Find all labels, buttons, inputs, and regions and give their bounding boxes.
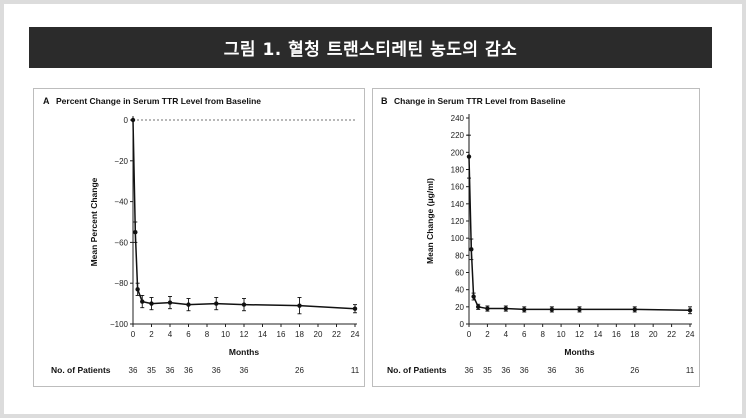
panel-b-x-tick-label: 14 [593,330,602,339]
panel-a-y-tick-label: 0 [124,116,129,125]
panel-b-data-point [503,306,509,311]
panel-b-patients-count: 35 [483,366,492,375]
panel-b-x-tick-label: 10 [557,330,566,339]
panel-a-series-line [132,119,356,310]
panel-b-patients-count: 11 [686,366,695,375]
panel-b-letter: B [381,96,388,106]
panel-b-patients-count: 36 [520,366,529,375]
panel-b-title: Change in Serum TTR Level from Baseline [394,96,566,106]
panel-a-y-tick-label: −80 [114,279,128,288]
panel-a-patients-count: 36 [212,366,221,375]
panel-a-x-tick-label: 18 [295,330,304,339]
panel-b-x-tick-label: 20 [649,330,658,339]
panel-a-x-tick-label: 20 [314,330,323,339]
panel-b-y-tick-label: 80 [455,251,464,260]
panel-b-x-tick-label: 6 [522,330,527,339]
panel-a-x-tick-label: 16 [277,330,286,339]
panel-a-x-tick-label: 2 [149,330,154,339]
panel-b-y-tick-label: 160 [451,183,465,192]
panel-b-data-point [469,247,474,252]
panel-a-data-point [135,287,140,292]
panel-a-y-tick-label: −60 [114,238,128,247]
panel-b-y-tick-label: 100 [451,234,465,243]
panel-b-y-tick-label: 180 [451,166,465,175]
panel-a-x-tick-label: 10 [221,330,230,339]
panel-a-data-point [167,300,173,305]
panel-a-title: Percent Change in Serum TTR Level from B… [56,96,261,106]
panel-a-data-point [133,230,138,235]
panel-b-x-tick-label: 2 [485,330,490,339]
panel-b-patients-count: 36 [501,366,510,375]
panel-b-data-point [687,308,693,313]
panel-a-x-tick-label: 22 [332,330,341,339]
panel-a-x-tick-label: 24 [351,330,360,339]
panel-a-y-tick-label: −40 [114,198,128,207]
panel-a-patients-count: 36 [129,366,138,375]
panel-a-patients-label: No. of Patients [51,365,111,375]
panel-b-series-line [468,156,691,312]
panel-a-patients-count: 36 [240,366,249,375]
panel-a-patients-count: 11 [351,366,360,375]
panel-b-x-tick-label: 12 [575,330,584,339]
panel-b-x-axis-label: Months [564,347,594,357]
panel-a-y-tick-label: −20 [114,157,128,166]
panel-b-x-tick-label: 24 [686,330,695,339]
panel-b-patients-count: 26 [630,366,639,375]
panel-a-y-axis-label: Mean Percent Change [89,177,99,266]
panel-b-frame [372,88,700,387]
panel-a-patients-count: 26 [295,366,304,375]
panel-a-frame [33,88,365,387]
panel-b-y-tick-label: 240 [451,114,465,123]
panel-a-data-point [241,302,247,307]
panel-a-x-tick-label: 6 [186,330,191,339]
panel-a-x-axis-label: Months [229,347,259,357]
panel-b-y-tick-label: 20 [455,303,464,312]
panel-b-data-point [471,294,476,299]
panel-a-patients-count: 36 [184,366,193,375]
panel-b-y-tick-label: 0 [460,320,465,329]
panel-b-data-point [522,307,527,312]
panel-b-y-tick-label: 200 [451,148,465,157]
panel-a-data-point [149,301,154,306]
panel-a-x-tick-label: 0 [131,330,136,339]
panel-b-data-point [549,307,555,312]
panel-b-data-point [476,304,481,310]
panel-b-x-tick-label: 22 [667,330,676,339]
panel-b-x-tick-label: 18 [630,330,639,339]
panel-a-data-point [130,117,136,123]
panel-a-x-tick-label: 14 [258,330,267,339]
panel-a-data-point [140,299,145,304]
panel-a-data-point [186,302,191,307]
panel-b-x-tick-label: 0 [467,330,472,339]
panel-b-y-tick-label: 220 [451,131,465,140]
panel-b-patients-label: No. of Patients [387,365,447,375]
panel-b-data-point [485,306,490,311]
panel-b-patients-count: 36 [547,366,556,375]
panel-a-x-tick-label: 12 [240,330,249,339]
panel-b-data-point [577,307,582,312]
panel-b-data-point [466,154,472,159]
panel-b-x-tick-label: 4 [504,330,509,339]
panel-a-data-point [214,301,219,306]
panel-a-x-tick-label: 4 [168,330,173,339]
panel-b-patients-count: 36 [465,366,474,375]
panel-b-patients-count: 36 [575,366,584,375]
panel-a-data-point [352,306,358,311]
panel-b-y-tick-label: 120 [451,217,465,226]
panel-a-letter: A [43,96,50,106]
panel-a-data-point [297,303,302,308]
panel-a-patients-count: 36 [166,366,175,375]
panel-b-x-tick-label: 16 [612,330,621,339]
panel-b-y-tick-label: 40 [455,286,464,295]
panel-a-patients-count: 35 [147,366,156,375]
panel-b-x-tick-label: 8 [540,330,545,339]
panel-a-x-tick-label: 8 [205,330,210,339]
panel-b-y-tick-label: 60 [455,269,464,278]
figure-title: 그림 1. 혈청 트랜스티레틴 농도의 감소 [29,27,712,68]
panel-b-y-axis-label: Mean Change (μg/ml) [425,178,435,264]
panel-a-y-tick-label: −100 [110,320,129,329]
panel-b-y-tick-label: 140 [451,200,465,209]
panel-b-data-point [632,307,637,312]
